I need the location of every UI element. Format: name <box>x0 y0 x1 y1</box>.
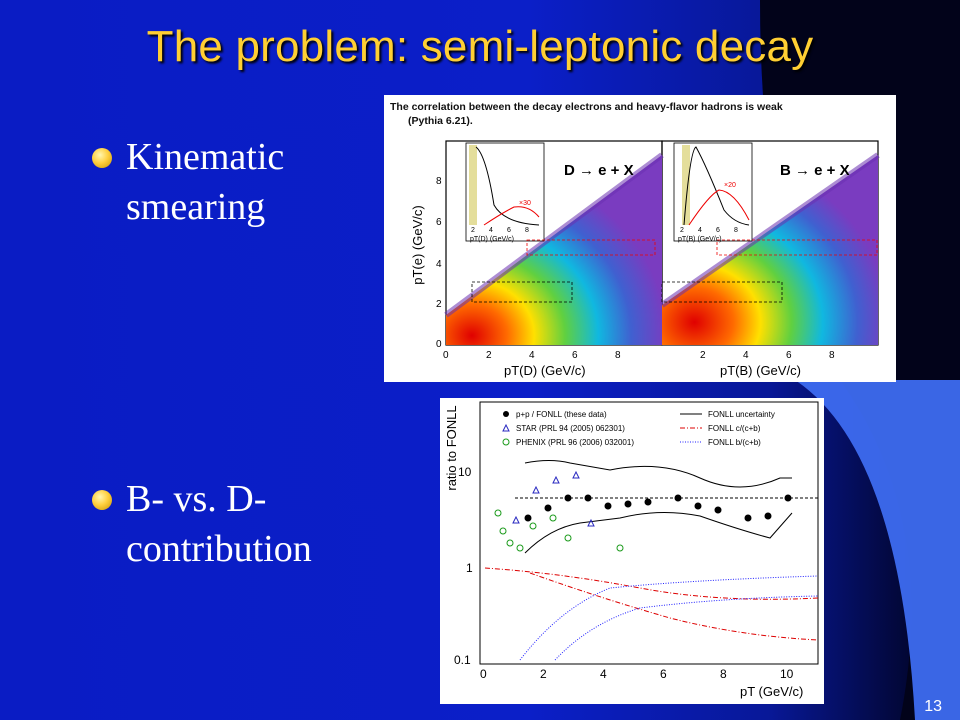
fonll-lower-band <box>524 511 793 554</box>
ratio-x-tick-6: 6 <box>660 667 667 681</box>
label-b-to-e: B → e + X <box>780 162 850 179</box>
data-points-these-data <box>524 494 792 522</box>
x-tick-left-0: 0 <box>443 350 449 361</box>
inset-right-tick-1: 2 <box>680 227 684 234</box>
inset-d-spectrum <box>465 142 545 242</box>
legend-star: STAR (PRL 94 (2005) 062301) <box>516 424 625 433</box>
ratio-x-tick-0: 0 <box>480 667 487 681</box>
fonll-ratio-svg: ratio to FONLL 10 1 0.1 0 2 4 6 8 10 pT … <box>444 401 820 699</box>
x-tick-left-6: 6 <box>572 350 578 361</box>
y-axis-label: pT(e) (GeV/c) <box>410 205 425 284</box>
figure-caption-line-2: (Pythia 6.21). <box>408 115 473 127</box>
fonll-upper-band <box>524 460 792 488</box>
bullet-b-vs-d-contribution: B- vs. D- contribution <box>126 474 312 574</box>
legend-fonll-c: FONLL c/(c+b) <box>708 424 761 433</box>
x-tick-left-4: 4 <box>529 350 535 361</box>
inset-left-tick-4: 8 <box>525 227 529 234</box>
correlation-figure-svg: The correlation between the decay electr… <box>390 101 880 378</box>
inset-left-tick-1: 2 <box>471 227 475 234</box>
ratio-x-tick-2: 2 <box>540 667 547 681</box>
x-tick-left-8: 8 <box>615 350 621 361</box>
bullet-1-line-2: smearing <box>126 186 266 228</box>
bullet-dot-2 <box>92 490 112 510</box>
slide-title: The problem: semi-leptonic decay <box>146 22 814 71</box>
inset-right-tick-3: 6 <box>716 227 720 234</box>
inset-right-label: pT(B) (GeV/c) <box>678 236 722 243</box>
x-tick-right-8: 8 <box>829 350 835 361</box>
bullet-kinematic-smearing: Kinematic smearing <box>126 132 284 232</box>
bullet-2-line-1: B- vs. D- <box>126 478 267 520</box>
y-tick-4: 4 <box>436 259 442 270</box>
inset-right-annotation: ×20 <box>724 182 736 189</box>
ratio-x-tick-8: 8 <box>720 667 727 681</box>
x-tick-right-2: 2 <box>700 350 706 361</box>
x-tick-right-6: 6 <box>786 350 792 361</box>
ratio-y-axis-label: ratio to FONLL <box>444 405 459 490</box>
y-tick-6: 6 <box>436 217 442 228</box>
inset-left-label: pT(D) (GeV/c) <box>470 236 514 243</box>
y-tick-2: 2 <box>436 299 442 310</box>
inset-right-tick-2: 4 <box>698 227 702 234</box>
y-tick-8: 8 <box>436 176 442 187</box>
inset-left-annotation: ×30 <box>519 200 531 207</box>
heatmap-b-to-e <box>662 155 878 345</box>
ratio-x-tick-10: 10 <box>780 667 794 681</box>
inset-left-tick-3: 6 <box>507 227 511 234</box>
correlation-figure: The correlation between the decay electr… <box>384 95 896 382</box>
x-tick-right-4: 4 <box>743 350 749 361</box>
x-tick-left-2: 2 <box>486 350 492 361</box>
inset-left-tick-2: 4 <box>489 227 493 234</box>
x-axis-label-left: pT(D) (GeV/c) <box>504 363 586 378</box>
ratio-y-tick-0.1: 0.1 <box>454 653 471 667</box>
ratio-y-tick-1: 1 <box>466 561 473 575</box>
heatmap-d-to-e <box>446 155 662 345</box>
ratio-y-tick-10: 10 <box>458 465 472 479</box>
x-axis-label-right: pT(B) (GeV/c) <box>720 363 801 378</box>
data-points-phenix <box>494 509 624 552</box>
ratio-x-axis-label: pT (GeV/c) <box>740 684 803 699</box>
fonll-ratio-figure: ratio to FONLL 10 1 0.1 0 2 4 6 8 10 pT … <box>440 398 824 704</box>
bullet-1-line-1: Kinematic <box>126 136 285 178</box>
y-tick-0: 0 <box>436 339 442 350</box>
legend-phenix: PHENIX (PRL 96 (2006) 032001) <box>516 438 634 447</box>
bullet-2-line-2: contribution <box>126 528 312 570</box>
bullet-dot-1 <box>92 148 112 168</box>
legend-these-data: p+p / FONLL (these data) <box>516 410 607 419</box>
legend-fonll-uncertainty: FONLL uncertainty <box>708 410 775 419</box>
slide-number: 13 <box>924 698 942 715</box>
figure-caption-line-1: The correlation between the decay electr… <box>390 101 783 113</box>
label-d-to-e: D → e + X <box>564 162 634 179</box>
data-points-star <box>512 470 595 527</box>
ratio-x-tick-4: 4 <box>600 667 607 681</box>
legend-fonll-b: FONLL b/(c+b) <box>708 438 761 447</box>
inset-right-tick-4: 8 <box>734 227 738 234</box>
